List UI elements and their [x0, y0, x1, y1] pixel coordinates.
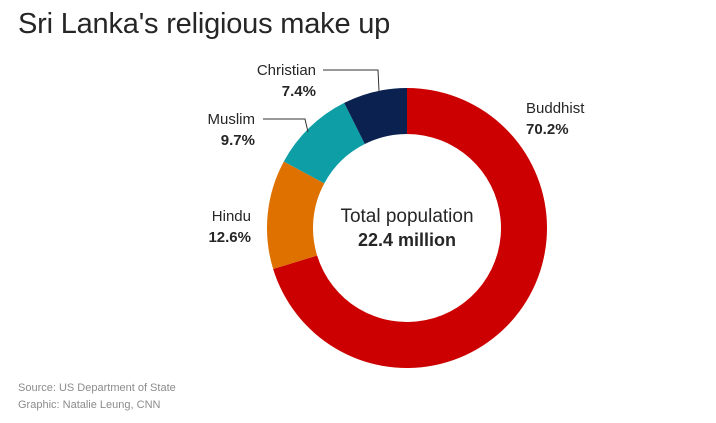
center-value: 22.4 million [358, 230, 456, 250]
label-group: Buddhist 70.2% Hindu 12.6% Muslim 9.7% Christi… [208, 62, 586, 246]
source-note: Source: US Department of State [18, 382, 176, 394]
slice-hindu [266, 161, 325, 269]
slice-muslim [283, 102, 365, 184]
leader-line-group [263, 69, 380, 133]
leader-line-muslim [263, 118, 309, 133]
footer: Source: US Department of State Graphic: … [18, 380, 176, 414]
slice-christian [344, 88, 407, 144]
value-label-muslim: 9.7% [221, 132, 255, 149]
chart-title: Sri Lanka's religious make up [18, 8, 391, 40]
credit-note: Graphic: Natalie Leung, CNN [18, 399, 161, 411]
slice-buddhist [273, 88, 547, 368]
label-muslim: Muslim [208, 111, 256, 128]
value-label-hindu: 12.6% [208, 229, 251, 246]
label-buddhist: Buddhist [526, 100, 585, 117]
value-label-christian: 7.4% [282, 83, 316, 100]
center-title: Total population [340, 206, 473, 227]
slice-group [266, 88, 547, 368]
value-label-buddhist: 70.2% [526, 121, 569, 138]
label-christian: Christian [257, 62, 316, 79]
label-hindu: Hindu [212, 208, 251, 225]
leader-line-christian [323, 69, 380, 92]
